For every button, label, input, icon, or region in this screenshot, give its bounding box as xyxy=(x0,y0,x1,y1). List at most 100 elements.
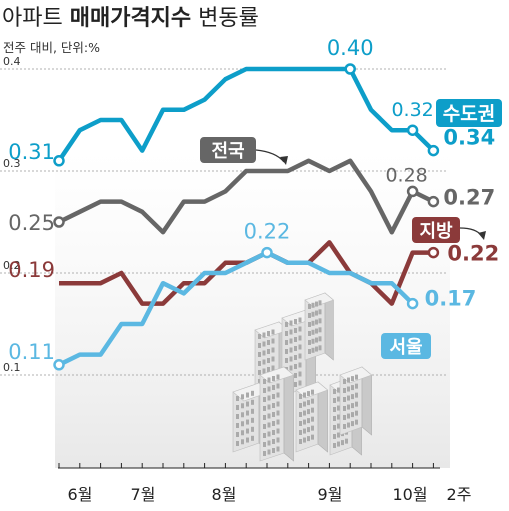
building-window xyxy=(236,423,239,428)
series-line-서울 xyxy=(58,250,415,367)
marker-circle xyxy=(53,155,65,167)
building-window xyxy=(347,386,350,392)
building-window xyxy=(298,326,302,332)
series-name: 지방 xyxy=(419,221,453,242)
building-window xyxy=(337,387,340,393)
building-window xyxy=(289,356,293,362)
building-window xyxy=(347,404,350,410)
building-window xyxy=(251,417,254,423)
building-window xyxy=(311,434,314,440)
building-window xyxy=(355,401,358,407)
building-window xyxy=(308,304,311,309)
marker-circle xyxy=(406,124,419,136)
building-side xyxy=(324,292,334,361)
building-window xyxy=(333,389,336,394)
building-window xyxy=(299,430,302,435)
building-window xyxy=(355,410,358,416)
building-window xyxy=(271,329,275,335)
y-tick-label: 0.1 xyxy=(3,361,21,374)
building-window xyxy=(251,435,254,441)
building-window xyxy=(355,383,358,389)
building-window xyxy=(298,344,302,350)
building-window xyxy=(236,441,239,446)
callout-arrowhead xyxy=(280,156,288,165)
building-window xyxy=(289,329,293,335)
building-window xyxy=(355,419,358,425)
building-window xyxy=(241,403,244,409)
building-window xyxy=(258,379,261,384)
building-window xyxy=(263,415,266,420)
building-window xyxy=(294,346,297,351)
building-window xyxy=(263,442,266,447)
building-window xyxy=(263,433,266,438)
building-window xyxy=(276,374,280,380)
building-window xyxy=(251,399,254,405)
building-window xyxy=(272,394,275,399)
marker-circle xyxy=(406,297,419,310)
marker-circle xyxy=(406,185,419,198)
building-window xyxy=(267,358,270,363)
marker-circle xyxy=(344,63,356,75)
start-label: 0.11 xyxy=(8,340,55,364)
series-line-수도권 xyxy=(57,66,435,163)
building-window xyxy=(276,446,280,452)
building-window xyxy=(267,413,271,419)
building-window xyxy=(303,419,306,425)
building-window xyxy=(311,425,314,431)
series-name: 전국 xyxy=(211,141,244,162)
building-window xyxy=(262,368,266,374)
building-window xyxy=(315,346,318,352)
building-window xyxy=(311,311,315,317)
building-window xyxy=(236,405,239,410)
building-window xyxy=(298,362,302,368)
building-window xyxy=(294,337,297,342)
building-window xyxy=(251,426,254,432)
building-window xyxy=(315,310,318,316)
building-window xyxy=(262,332,266,338)
building-window xyxy=(343,415,346,420)
building-window xyxy=(333,425,336,430)
building-window xyxy=(299,394,302,399)
building-window xyxy=(308,340,311,345)
building-window xyxy=(294,355,297,360)
building-window xyxy=(347,413,350,419)
building-window xyxy=(262,350,266,356)
building-window xyxy=(276,437,280,443)
building-window xyxy=(311,407,314,413)
building-window xyxy=(285,331,288,336)
building-window xyxy=(276,410,280,416)
building-window xyxy=(294,382,297,387)
building-window xyxy=(303,410,306,416)
building-window xyxy=(311,416,314,422)
building-window xyxy=(272,439,275,444)
building-window xyxy=(294,328,297,333)
start-label: 0.25 xyxy=(8,211,55,235)
building-window xyxy=(311,347,315,353)
building-window xyxy=(246,437,249,443)
building-window xyxy=(246,428,249,434)
marker-circle xyxy=(427,246,440,259)
building-window xyxy=(333,398,336,403)
building-window xyxy=(258,334,261,339)
building-window xyxy=(299,421,302,426)
apartment-buildings-illustration xyxy=(232,292,373,462)
building-window xyxy=(337,414,340,420)
building-window xyxy=(263,379,266,384)
building-window xyxy=(308,349,311,354)
building-window xyxy=(267,422,271,428)
building-window xyxy=(351,421,354,427)
building-window xyxy=(246,410,249,416)
callout-arrow xyxy=(255,149,285,163)
building-window xyxy=(307,418,310,424)
building-window xyxy=(272,448,275,453)
building-window xyxy=(246,419,249,425)
building-window xyxy=(271,356,275,362)
building-window xyxy=(272,376,275,381)
building-window xyxy=(267,449,271,455)
start-label: 0.19 xyxy=(8,258,55,282)
building-window xyxy=(267,349,270,354)
building-window xyxy=(341,440,344,446)
building-window xyxy=(315,301,318,307)
